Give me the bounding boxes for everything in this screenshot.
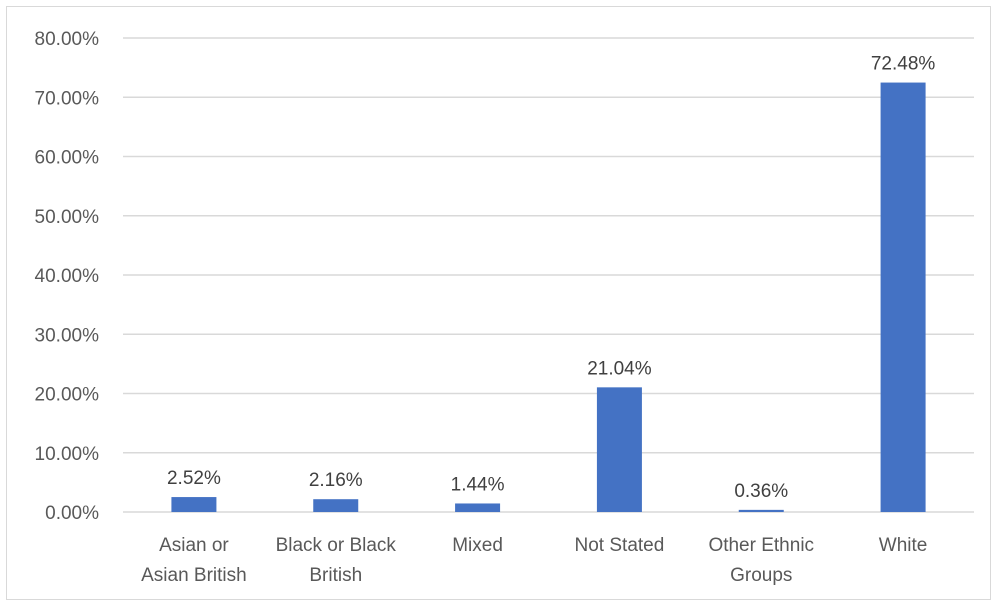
bar [738, 509, 784, 512]
chart-area [6, 6, 991, 600]
y-tick-label: 80.00% [35, 29, 100, 50]
data-label: 0.36% [734, 481, 788, 502]
y-tick-label: 20.00% [35, 385, 100, 406]
y-tick-label: 70.00% [35, 88, 100, 109]
x-axis-tick-labels: Asian or Asian British Black or Black Briti… [141, 535, 927, 586]
y-axis-tick-labels: 0.00% 10.00% 20.00% 30.00% 40.00% 50.00% 60.00… [35, 29, 100, 524]
x-tick-label: British [309, 565, 362, 586]
bar [313, 499, 359, 512]
bar [455, 503, 501, 512]
y-tick-label: 60.00% [35, 148, 100, 169]
y-tick-label: 30.00% [35, 325, 100, 346]
data-label: 72.48% [871, 54, 936, 75]
x-tick-label: Black or Black [276, 535, 397, 556]
data-label: 2.52% [167, 468, 221, 489]
y-tick-label: 0.00% [45, 503, 99, 524]
x-tick-label: Groups [730, 565, 792, 586]
x-tick-label: White [879, 535, 928, 556]
y-tick-label: 40.00% [35, 266, 100, 287]
data-label: 2.16% [309, 470, 363, 491]
bar [596, 387, 642, 512]
bar [171, 497, 217, 512]
y-tick-label: 50.00% [35, 207, 100, 228]
data-labels: 2.52% 2.16% 1.44% 21.04% 0.36% 72.48% [167, 54, 935, 502]
y-tick-label: 10.00% [35, 444, 100, 465]
gridlines [123, 37, 974, 513]
bar [880, 82, 926, 512]
x-tick-label: Asian or [159, 535, 229, 556]
bars [171, 82, 926, 512]
x-tick-label: Other Ethnic [708, 535, 814, 556]
data-label: 21.04% [587, 358, 652, 379]
data-label: 1.44% [451, 474, 505, 495]
x-tick-label: Mixed [452, 535, 503, 556]
x-tick-label: Not Stated [575, 535, 665, 556]
x-tick-label: Asian British [141, 565, 247, 586]
